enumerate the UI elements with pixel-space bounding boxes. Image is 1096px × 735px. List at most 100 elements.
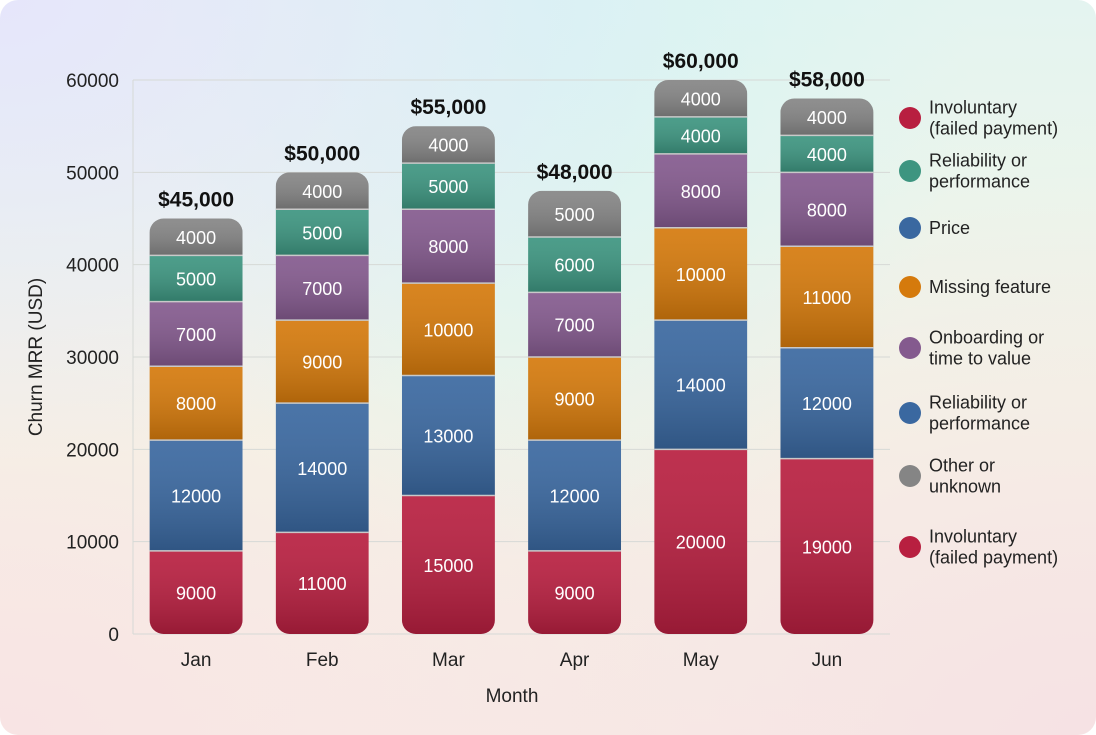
bar-segment-shade xyxy=(654,116,748,154)
x-tick-label: Feb xyxy=(306,650,339,671)
total-label: $50,000 xyxy=(284,142,360,165)
legend-label: Reliability or xyxy=(929,393,1027,413)
data-label: 7000 xyxy=(176,325,216,345)
data-label: 5000 xyxy=(555,205,595,225)
bar-segment-shade xyxy=(401,209,495,284)
bar-segment-shade xyxy=(654,227,748,321)
data-label: 4000 xyxy=(428,136,468,156)
data-label: 10000 xyxy=(423,320,473,340)
legend-swatch xyxy=(899,276,921,298)
bar-segment-shade xyxy=(528,236,622,293)
x-axis-ticks: Jan Feb Mar Apr May Jun xyxy=(181,650,842,671)
bar-stack-may xyxy=(654,80,748,634)
bar-segment-shade xyxy=(780,246,874,348)
bar-segment-shade xyxy=(401,375,495,496)
bar-segment-shade xyxy=(149,550,243,634)
y-tick-label: 10000 xyxy=(66,533,119,554)
bar-segment-shade xyxy=(149,301,243,367)
bar-stack-apr xyxy=(528,190,622,634)
data-label: 9000 xyxy=(302,353,342,373)
bar-segment-shade xyxy=(149,440,243,551)
legend-label: Other or xyxy=(929,456,995,476)
legend-item: Missing feature xyxy=(899,276,1051,298)
legend-item: Involuntary(failed payment) xyxy=(899,527,1058,568)
y-tick-label: 60000 xyxy=(66,71,119,92)
bar-segment-shade xyxy=(528,440,622,551)
bar-segment-shade xyxy=(401,163,495,210)
data-label: 8000 xyxy=(176,394,216,414)
total-label: $55,000 xyxy=(410,96,486,119)
bar-segment-shade xyxy=(780,135,874,173)
legend-label: (failed payment) xyxy=(929,119,1058,139)
legend-label: Reliability or xyxy=(929,151,1027,171)
x-tick-label: Apr xyxy=(560,650,590,671)
bar-segment-shade xyxy=(780,98,874,136)
total-label: $48,000 xyxy=(537,161,613,184)
y-tick-label: 50000 xyxy=(66,163,119,184)
x-tick-label: Jan xyxy=(181,650,212,671)
bar-segment-shade xyxy=(528,190,622,237)
bar-segment-shade xyxy=(780,172,874,247)
data-label: 4000 xyxy=(681,89,721,109)
data-label: 14000 xyxy=(676,376,726,396)
data-label: 8000 xyxy=(681,182,721,202)
bar-stack-jan xyxy=(149,218,243,634)
x-tick-label: May xyxy=(683,650,719,671)
data-label: 11000 xyxy=(803,288,852,308)
data-label: 12000 xyxy=(550,487,600,507)
data-label: 4000 xyxy=(302,182,342,202)
bar-segment-shade xyxy=(654,153,748,228)
legend-swatch xyxy=(899,160,921,182)
data-label: 4000 xyxy=(807,108,847,128)
bar-stack-feb xyxy=(275,172,369,634)
y-tick-label: 30000 xyxy=(66,348,119,369)
legend-label: Involuntary xyxy=(929,98,1017,118)
x-tick-label: Mar xyxy=(432,650,465,671)
legend-swatch xyxy=(899,337,921,359)
data-label: 4000 xyxy=(807,145,847,165)
legend-swatch xyxy=(899,465,921,487)
bar-stack-mar xyxy=(401,126,495,634)
y-tick-label: 20000 xyxy=(66,440,119,461)
bar-segment-shade xyxy=(528,357,622,441)
legend-swatch xyxy=(899,107,921,129)
legend-label: unknown xyxy=(929,477,1001,497)
data-label: 13000 xyxy=(423,426,473,446)
bar-segment-shade xyxy=(654,320,748,450)
legend-label: Missing feature xyxy=(929,277,1051,297)
y-tick-label: 0 xyxy=(108,625,119,646)
legend-swatch xyxy=(899,536,921,558)
legend-label: Price xyxy=(929,218,970,238)
legend-swatch xyxy=(899,217,921,239)
data-label: 5000 xyxy=(302,223,342,243)
data-label: 19000 xyxy=(802,537,852,557)
data-label: 4000 xyxy=(681,126,721,146)
bar-segment-shade xyxy=(149,366,243,441)
total-label: $45,000 xyxy=(158,189,234,212)
bar-segment-shade xyxy=(528,550,622,634)
total-label: $58,000 xyxy=(789,68,865,91)
legend-item: Involuntary(failed payment) xyxy=(899,98,1058,139)
bars: 9000 12000 8000 7000 5000 4000 $45,000 11000 140… xyxy=(149,50,874,634)
y-tick-label: 40000 xyxy=(66,256,119,277)
data-label: 8000 xyxy=(807,200,847,220)
bar-stack-jun xyxy=(780,98,874,634)
legend-label: performance xyxy=(929,414,1030,434)
y-axis-label: Churn MRR (USD) xyxy=(26,278,47,436)
data-label: 6000 xyxy=(555,256,595,276)
bar-segment-shade xyxy=(149,255,243,302)
data-label: 9000 xyxy=(555,583,595,603)
legend-item: Price xyxy=(899,217,970,239)
bar-segment-shade xyxy=(275,172,369,210)
legend-label: performance xyxy=(929,172,1030,192)
bar-segment-shade xyxy=(401,126,495,164)
gridlines xyxy=(132,79,890,635)
data-label: 4000 xyxy=(176,228,216,248)
bar-segment-shade xyxy=(654,80,748,117)
x-axis-label: Month xyxy=(486,686,539,707)
